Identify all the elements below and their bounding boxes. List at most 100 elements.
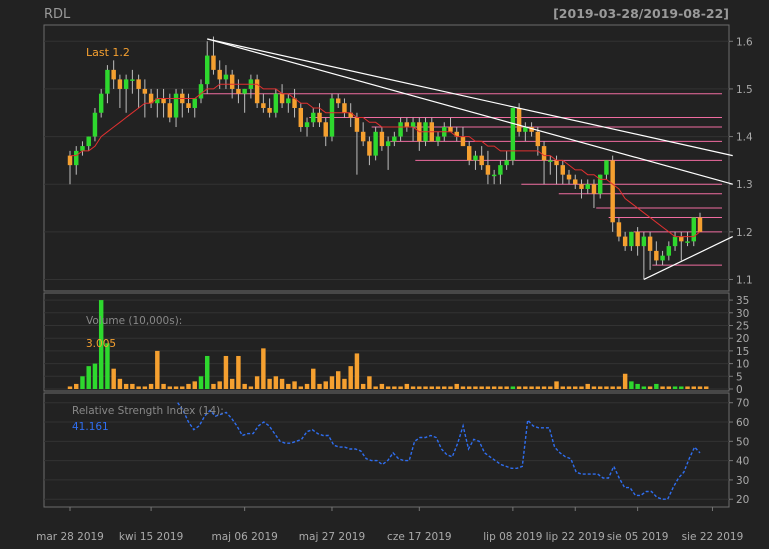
candle-body (466, 146, 472, 161)
candle-body (479, 155, 484, 166)
tick-label: 20 (736, 333, 749, 345)
candle-body (80, 146, 85, 151)
candle-body (410, 122, 416, 128)
candle-body (205, 55, 210, 85)
volume-bar (242, 383, 247, 389)
candle-body (86, 136, 91, 147)
candle-body (261, 103, 266, 108)
tick-label: 0 (736, 384, 743, 396)
volume-bar (373, 386, 378, 389)
volume-bar (685, 386, 690, 389)
volume-bar (616, 386, 622, 389)
candle-body (329, 98, 335, 137)
tick-label: 1.4 (736, 132, 753, 144)
volume-bar (666, 386, 672, 389)
tick-label: 5 (736, 371, 743, 383)
volume-bar (566, 386, 572, 389)
candle-body (454, 131, 459, 137)
volume-bar (516, 386, 522, 389)
volume-bar (236, 355, 241, 389)
volume-bar (473, 386, 478, 389)
volume-bar (229, 378, 235, 389)
volume-bar (311, 368, 316, 389)
candle-body (529, 127, 534, 132)
volume-bar (148, 383, 154, 389)
tick-label: 25 (736, 320, 749, 332)
volume-bar (136, 386, 141, 389)
volume-bar (417, 386, 422, 389)
volume-bar (379, 383, 385, 389)
candle-body (373, 131, 378, 156)
volume-bar (317, 383, 322, 389)
candle-body (279, 93, 285, 104)
x-tick-label: lip 22 2019 (546, 531, 605, 543)
candle-body (641, 236, 647, 247)
candles (67, 36, 703, 280)
volume-bar (697, 386, 703, 389)
sma-line (70, 83, 701, 238)
volume-bar (323, 381, 328, 389)
volume-bar (329, 376, 335, 389)
grid (44, 40, 729, 500)
volume-bar (217, 381, 222, 389)
candle-body (616, 222, 622, 237)
volume-bar (442, 386, 447, 389)
volume-bars (67, 300, 709, 389)
candle-body (610, 160, 615, 223)
volume-bar (660, 386, 665, 389)
candle-body (92, 112, 98, 137)
rsi-title: Relative Strength Index (14): (72, 405, 224, 417)
volume-bar (86, 366, 91, 389)
volume-bar (579, 386, 584, 389)
volume-bar (523, 386, 528, 389)
volume-bar (186, 383, 191, 389)
volume-bar (672, 386, 678, 389)
tick-label: 1.5 (736, 84, 753, 96)
volume-bar (211, 383, 216, 389)
candle-body (404, 122, 410, 128)
candle-body (473, 155, 478, 161)
volume-bar (367, 376, 372, 389)
volume-bar (448, 386, 453, 389)
volume-bar (80, 376, 85, 389)
price-panel (43, 24, 730, 292)
candle-body (385, 141, 391, 147)
volume-bar (348, 366, 353, 389)
candle-body (229, 74, 235, 89)
candle-body (354, 117, 360, 132)
candle-body (173, 93, 179, 118)
volume-bar (167, 386, 173, 389)
volume-bar (704, 386, 709, 389)
candle-body (223, 74, 229, 80)
volume-bar (679, 386, 684, 389)
candle-body (286, 98, 291, 104)
candle-body (379, 131, 385, 147)
rsi-path (177, 402, 701, 500)
candle-body (192, 98, 197, 108)
price-axis: 1.1 1.2 1.3 1.4 1.5 1.6 (729, 36, 753, 286)
volume-bar (410, 386, 416, 389)
candle-body (504, 160, 509, 166)
tick-label: 70 (736, 398, 749, 410)
candle-body (298, 107, 304, 128)
candle-body (697, 217, 703, 232)
volume-bar (130, 383, 135, 389)
candle-body (335, 98, 341, 104)
volume-bar (304, 383, 310, 389)
candle-body (622, 236, 628, 247)
volume-bar (591, 386, 597, 389)
volume-bar (498, 386, 503, 389)
candle-body (566, 174, 572, 180)
volume-panel (43, 292, 730, 392)
volume-bar (254, 376, 260, 389)
volume-bar (74, 383, 79, 389)
candle-body (535, 131, 541, 147)
trendlines (207, 38, 733, 281)
candle-body (685, 241, 690, 243)
candle-body (98, 93, 104, 113)
candle-body (367, 141, 372, 156)
volume-bar (360, 383, 366, 389)
volume-bar (647, 386, 653, 389)
volume-bar (466, 386, 472, 389)
